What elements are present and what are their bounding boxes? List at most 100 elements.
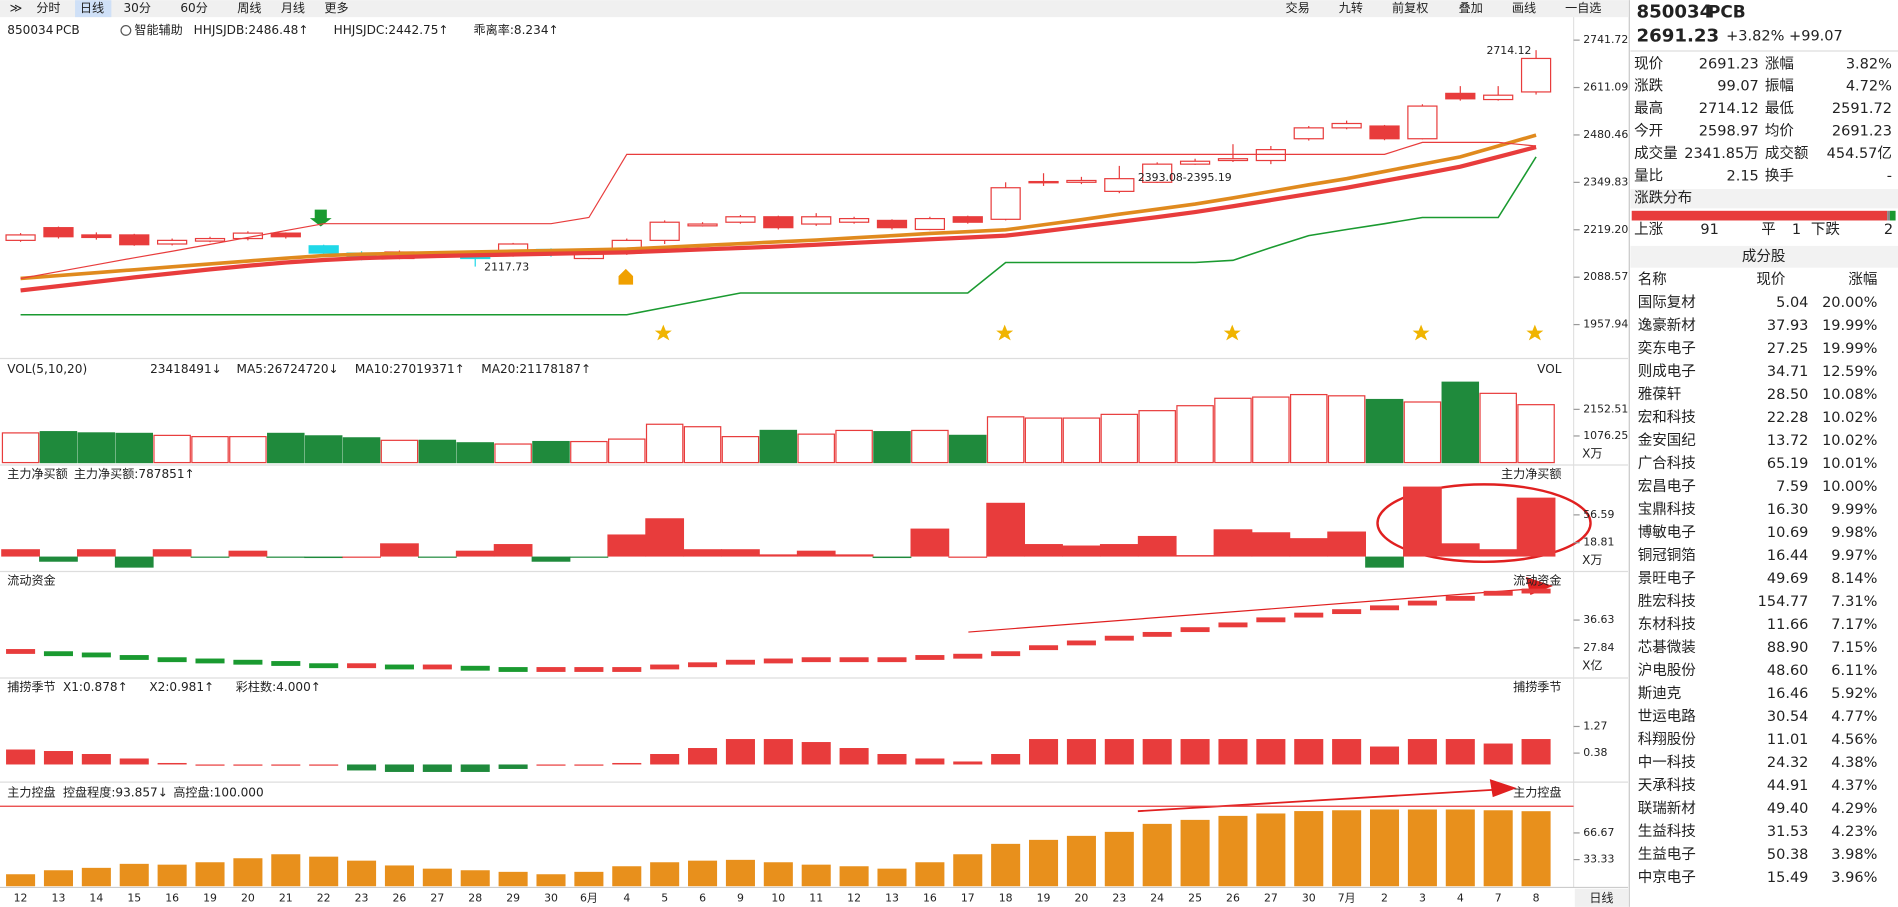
stock-name[interactable]: 天承科技: [1638, 777, 1696, 794]
stock-name[interactable]: 广合科技: [1638, 455, 1696, 472]
fund-mark: [1180, 627, 1210, 633]
catch-bar: [1180, 739, 1210, 765]
section-title: 涨跌分布: [1634, 190, 1692, 207]
tab[interactable]: 分时: [36, 1, 60, 15]
net-bar: [1024, 544, 1063, 557]
stock-price: 11.01: [1767, 732, 1809, 748]
stock-name[interactable]: 中京电子: [1638, 869, 1696, 886]
stock-price: 16.30: [1767, 502, 1809, 518]
y-tick-label: 0.38: [1583, 746, 1607, 759]
net-bar: [39, 556, 78, 562]
stock-name[interactable]: 铜冠铜箔: [1638, 547, 1696, 564]
fund-mark: [953, 653, 983, 659]
tab[interactable]: 日线: [80, 1, 104, 15]
fund-mark: [574, 667, 604, 672]
date-label: 13: [885, 891, 899, 904]
stock-name[interactable]: 奕东电子: [1638, 340, 1696, 357]
indicator-line: [20, 145, 1537, 293]
y-tick-label: 2152.51: [1583, 402, 1628, 415]
stock-name[interactable]: 宏和科技: [1638, 409, 1696, 426]
net-bar: [1251, 532, 1291, 557]
stock-change: 20.00%: [1822, 295, 1877, 311]
stock-price: 31.53: [1767, 824, 1809, 840]
stock-name[interactable]: 胜宏科技: [1638, 593, 1696, 610]
tab[interactable]: 月线: [281, 1, 305, 15]
toolbar-button[interactable]: 一自选: [1565, 1, 1601, 15]
candle-body: [1520, 57, 1552, 93]
section-bg: [1630, 189, 1898, 209]
catch-bar: [650, 754, 680, 765]
stock-name[interactable]: 科翔股份: [1638, 731, 1697, 748]
volume-bar: [304, 435, 343, 464]
tab[interactable]: 周线: [237, 1, 261, 15]
quote-value: 454.57亿: [1827, 145, 1892, 162]
stock-name[interactable]: 联瑞新材: [1638, 800, 1696, 817]
indicator-value: 乖离率:8.234↑: [474, 22, 559, 37]
date-label: 30: [1302, 891, 1316, 904]
control-bar: [347, 860, 377, 887]
panel-side-label: VOL: [1537, 362, 1562, 376]
stock-name[interactable]: 斯迪克: [1638, 685, 1682, 702]
fund-mark: [725, 659, 755, 665]
stock-change: 9.97%: [1831, 548, 1877, 564]
control-bar: [1180, 819, 1210, 887]
candle-body: [308, 245, 339, 254]
stock-name[interactable]: 沪电股份: [1638, 662, 1697, 679]
stock-name[interactable]: 博敏电子: [1638, 524, 1696, 541]
tab[interactable]: 60分: [180, 1, 207, 15]
stock-name[interactable]: 金安国纪: [1638, 432, 1696, 449]
fund-mark: [1218, 622, 1248, 628]
indicator-line: [20, 156, 1537, 316]
catch-bar: [877, 754, 907, 765]
catch-bar: [1445, 739, 1475, 765]
stock-name[interactable]: 中一科技: [1638, 754, 1696, 771]
fund-mark: [233, 659, 263, 665]
tab[interactable]: 30分: [123, 1, 150, 15]
toolbar-button[interactable]: 画线: [1512, 1, 1536, 15]
date-label: 7: [1495, 891, 1502, 904]
quote-value: 2.15: [1726, 168, 1758, 184]
volume-bar: [1100, 413, 1139, 464]
candle-body: [1369, 125, 1400, 140]
stock-name[interactable]: 则成电子: [1638, 363, 1696, 380]
stock-name[interactable]: 芯碁微装: [1638, 639, 1696, 656]
toolbar-button[interactable]: 九转: [1339, 0, 1363, 15]
annotation: 2117.73: [484, 261, 529, 274]
dist-value: 2: [1884, 222, 1893, 238]
stock-name[interactable]: 生益电子: [1638, 846, 1696, 863]
stock-name[interactable]: 宝鼎科技: [1638, 501, 1696, 518]
quote-label: 换手: [1765, 167, 1794, 184]
net-bar: [569, 556, 609, 558]
stock-name[interactable]: 宏昌电子: [1638, 478, 1696, 495]
tab[interactable]: 更多: [324, 1, 348, 15]
y-tick-label: 27.84: [1583, 641, 1614, 654]
stock-name[interactable]: 景旺电子: [1638, 570, 1696, 587]
toolbar-button[interactable]: 叠加: [1459, 1, 1483, 15]
stock-name[interactable]: 逸豪新材: [1638, 317, 1696, 334]
toolbar-button[interactable]: 交易: [1286, 0, 1310, 15]
date-label: 4: [1457, 891, 1464, 904]
volume-bar: [1062, 417, 1101, 464]
toolbar-button[interactable]: 前复权: [1392, 0, 1428, 15]
stock-change: 8.14%: [1831, 571, 1877, 587]
stock-name[interactable]: 生益科技: [1638, 823, 1696, 840]
stock-name[interactable]: 雅葆轩: [1638, 386, 1682, 403]
volume-bar: [1403, 401, 1442, 464]
stock-name[interactable]: 东材科技: [1638, 616, 1696, 633]
control-bar: [119, 863, 149, 887]
net-bar: [493, 544, 533, 557]
candle-body: [270, 232, 301, 238]
stock-name[interactable]: 世运电路: [1638, 708, 1697, 725]
stock-change: 3.98%: [1831, 847, 1877, 863]
stock-name[interactable]: 国际复材: [1638, 293, 1696, 311]
net-bar: [1175, 555, 1215, 557]
catch-bar: [1483, 743, 1513, 765]
stock-change: 9.98%: [1831, 525, 1877, 541]
panel-side-label: 捕捞季节: [1513, 679, 1561, 694]
y-tick-label: 1.27: [1583, 719, 1607, 732]
catch-bar: [43, 751, 73, 765]
volume-bar: [494, 443, 532, 464]
stock-price: 30.54: [1767, 709, 1809, 725]
candle-body: [1293, 127, 1324, 140]
